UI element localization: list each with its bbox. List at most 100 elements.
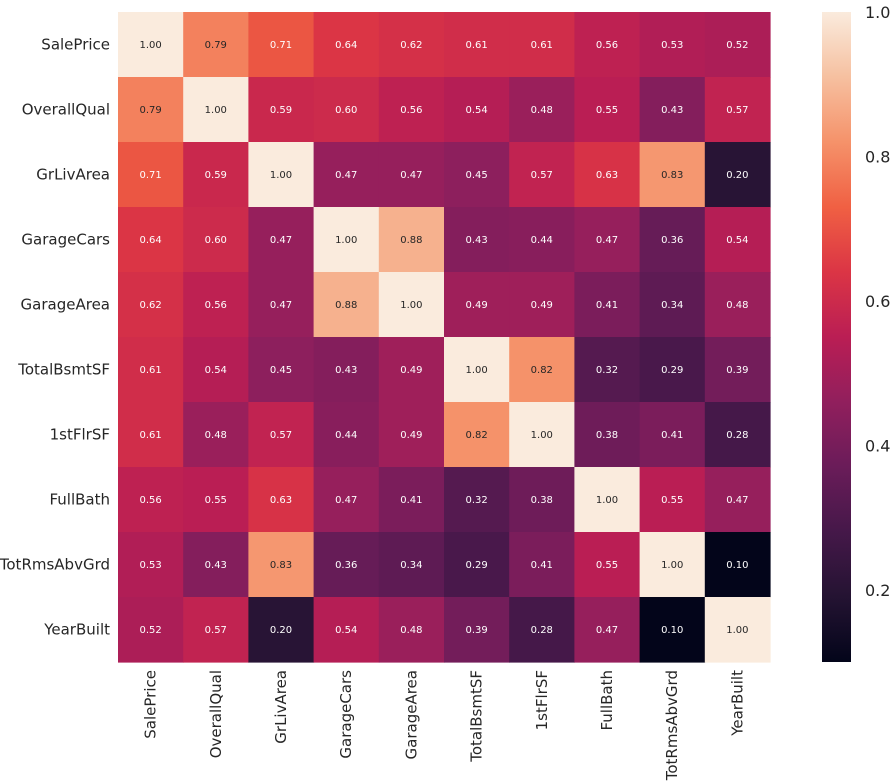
- cell-value-label: 0.55: [596, 560, 618, 571]
- heatmap-cell: [248, 467, 315, 533]
- column-label: 1stFlrSF: [533, 670, 551, 730]
- heatmap-cell: [248, 12, 315, 78]
- cell-value-label: 0.55: [661, 495, 683, 506]
- cell-value-label: 0.43: [465, 235, 487, 246]
- cell-value-label: 0.47: [335, 495, 357, 506]
- heatmap-cell: [639, 142, 706, 208]
- heatmap-cell: [313, 77, 380, 143]
- cell-value-label: 1.00: [661, 560, 683, 571]
- heatmap-cell: [248, 77, 315, 143]
- heatmap-cell: [444, 12, 510, 78]
- column-label: OverallQual: [207, 670, 225, 758]
- heatmap-cell: [444, 337, 510, 403]
- heatmap-cell: [639, 207, 706, 273]
- cell-value-label: 0.36: [661, 235, 683, 246]
- heatmap-cell: [313, 467, 380, 533]
- cell-value-label: 0.60: [205, 235, 227, 246]
- cell-value-label: 0.53: [661, 40, 683, 51]
- cell-value-label: 0.49: [400, 430, 422, 441]
- heatmap-cell: [183, 597, 249, 663]
- cell-value-label: 1.00: [270, 170, 292, 181]
- heatmap-cell: [704, 402, 771, 468]
- cell-value-label: 0.48: [400, 625, 422, 636]
- cell-value-label: 0.62: [139, 300, 161, 311]
- heatmap-cell: [444, 597, 510, 663]
- column-label: GarageArea: [402, 670, 420, 759]
- heatmap-cell: [378, 142, 445, 208]
- heatmap-cell: [574, 77, 641, 143]
- heatmap-cells: [118, 12, 771, 663]
- cell-value-label: 0.41: [661, 430, 683, 441]
- heatmap-cell: [639, 467, 706, 533]
- column-axis-labels: SalePrice OverallQual GrLivArea GarageCars G…: [142, 670, 747, 781]
- heatmap-cell: [509, 12, 575, 78]
- heatmap-cell: [118, 207, 184, 273]
- cell-value-label: 0.83: [661, 170, 683, 181]
- heatmap-cell: [183, 467, 249, 533]
- heatmap-cell: [313, 272, 380, 338]
- cell-value-label: 0.29: [465, 560, 487, 571]
- heatmap-cell: [509, 597, 575, 663]
- heatmap-cell: [118, 272, 184, 338]
- row-label: FullBath: [49, 491, 110, 509]
- cell-value-label: 0.64: [335, 40, 357, 51]
- heatmap-cell: [183, 272, 249, 338]
- cell-value-label: 0.48: [531, 105, 553, 116]
- heatmap-cell: [248, 597, 315, 663]
- cell-value-label: 0.53: [139, 560, 161, 571]
- heatmap-cell: [118, 467, 184, 533]
- heatmap-cell: [183, 142, 249, 208]
- heatmap-cell: [248, 142, 315, 208]
- heatmap-cell: [313, 597, 380, 663]
- colorbar-gradient: [822, 12, 851, 662]
- heatmap-cell: [118, 532, 184, 598]
- heatmap-cell: [444, 207, 510, 273]
- heatmap-cell: [118, 12, 184, 78]
- cell-value-label: 0.29: [661, 365, 683, 376]
- cell-value-label: 0.41: [531, 560, 553, 571]
- heatmap-cell: [509, 142, 575, 208]
- cell-value-label: 0.47: [726, 495, 748, 506]
- column-label: TotRmsAbvGrd: [663, 670, 681, 781]
- heatmap-cell: [639, 337, 706, 403]
- cell-value-label: 0.20: [270, 625, 292, 636]
- row-label: TotRmsAbvGrd: [0, 556, 110, 574]
- cell-value-label: 0.54: [335, 625, 357, 636]
- heatmap-cell: [704, 467, 771, 533]
- cell-value-label: 0.57: [531, 170, 553, 181]
- heatmap-cell: [183, 77, 249, 143]
- heatmap-cell: [444, 402, 510, 468]
- heatmap-cell: [378, 77, 445, 143]
- heatmap-cell: [574, 272, 641, 338]
- cell-value-label: 0.47: [270, 300, 292, 311]
- cell-value-label: 0.83: [270, 560, 292, 571]
- colorbar-tick-label: 0.2: [865, 581, 890, 600]
- heatmap-cell: [639, 12, 706, 78]
- cell-value-label: 0.56: [205, 300, 227, 311]
- cell-value-label: 0.38: [596, 430, 618, 441]
- cell-value-label: 0.54: [726, 235, 748, 246]
- cell-value-label: 0.79: [205, 40, 227, 51]
- heatmap-cell: [574, 337, 641, 403]
- heatmap-cell: [509, 337, 575, 403]
- heatmap-cell: [183, 337, 249, 403]
- heatmap-cell: [183, 12, 249, 78]
- cell-value-label: 1.00: [465, 365, 487, 376]
- cell-value-label: 0.62: [400, 40, 422, 51]
- cell-value-label: 1.00: [596, 495, 618, 506]
- cell-value-label: 0.32: [596, 365, 618, 376]
- heatmap-cell: [574, 402, 641, 468]
- cell-value-label: 0.34: [400, 560, 422, 571]
- cell-value-label: 0.47: [335, 170, 357, 181]
- heatmap-cell: [704, 272, 771, 338]
- column-label: YearBuilt: [728, 670, 746, 737]
- heatmap-cell: [704, 532, 771, 598]
- cell-value-label: 0.49: [465, 300, 487, 311]
- heatmap-cell: [704, 597, 771, 663]
- heatmap-cell: [639, 402, 706, 468]
- heatmap-cell: [639, 77, 706, 143]
- cell-value-label: 0.28: [531, 625, 553, 636]
- column-label: GrLivArea: [272, 670, 290, 744]
- heatmap-cell: [378, 402, 445, 468]
